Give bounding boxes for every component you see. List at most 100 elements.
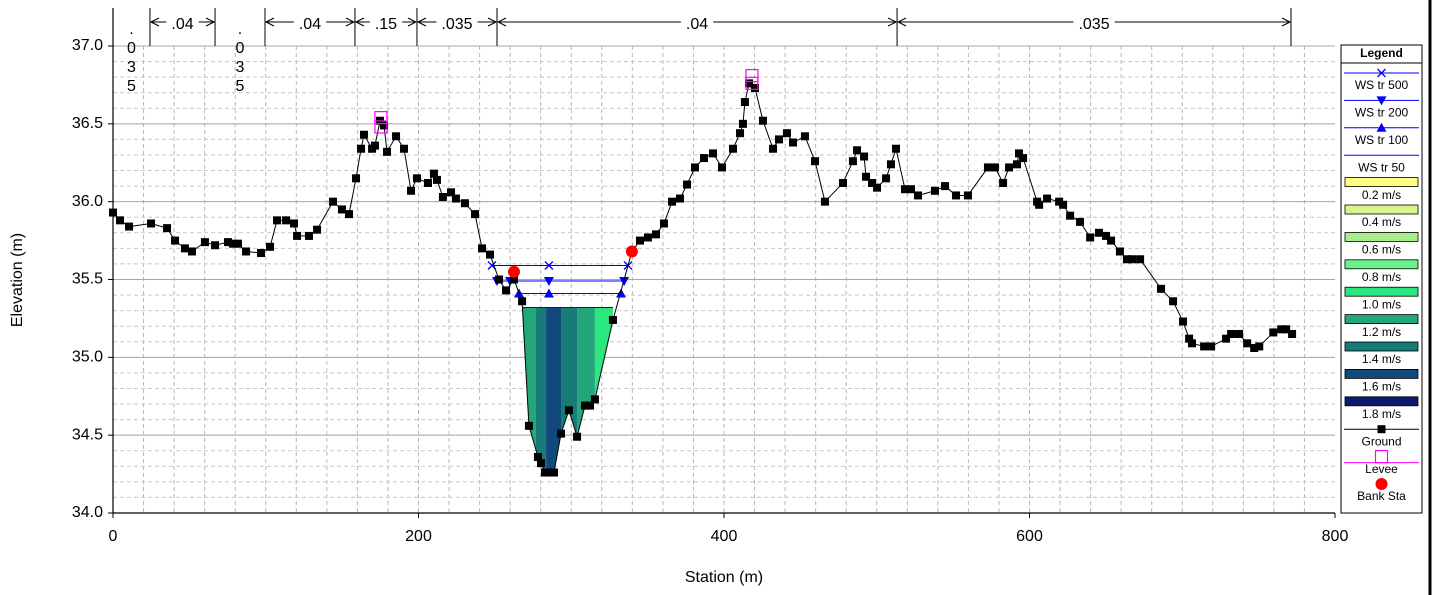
legend-label: 1.6 m/s xyxy=(1362,380,1401,394)
marker-triangle-up xyxy=(1376,122,1387,132)
marker-circle xyxy=(507,265,520,278)
legend-label: 1.4 m/s xyxy=(1362,352,1401,366)
marker-square xyxy=(266,242,275,251)
marker-square xyxy=(1179,317,1188,326)
marker-square xyxy=(1107,236,1116,245)
marker-square xyxy=(478,244,487,253)
marker-square xyxy=(580,401,589,410)
legend-swatch xyxy=(1344,177,1419,188)
marker-square xyxy=(1012,160,1021,169)
marker-square xyxy=(751,84,760,93)
marker-square xyxy=(1255,342,1264,351)
marker-square xyxy=(1127,255,1136,264)
marker-square xyxy=(273,216,282,225)
marker-square xyxy=(848,157,857,166)
legend-label: 0.8 m/s xyxy=(1362,270,1401,284)
marker-square xyxy=(524,421,533,430)
marker-square xyxy=(789,138,798,147)
y-tick-label: 36.5 xyxy=(72,115,103,132)
marker-square xyxy=(769,144,778,153)
marker-square xyxy=(586,401,595,410)
marker-square xyxy=(1014,149,1023,158)
marker-square xyxy=(1102,231,1111,240)
marker-x xyxy=(1377,68,1386,78)
marker-triangle-up xyxy=(616,288,627,298)
marker-square xyxy=(328,197,337,206)
marker-square xyxy=(337,205,346,214)
marker-square xyxy=(1243,339,1252,348)
marker-square xyxy=(758,116,767,125)
marker-triangle-down xyxy=(619,277,630,287)
marker-square xyxy=(820,197,829,206)
marker-square xyxy=(1095,228,1104,237)
marker-square xyxy=(432,175,441,184)
grid xyxy=(113,45,1335,514)
legend-label: WS tr 500 xyxy=(1355,78,1409,92)
legend-label: WS tr 50 xyxy=(1358,160,1405,174)
marker-square xyxy=(352,174,361,183)
legend: Legend WS tr 500 WS tr 200 WS tr 100 WS tr 5… xyxy=(1340,44,1423,514)
marker-square xyxy=(1277,325,1286,334)
legend-swatch xyxy=(1344,341,1419,352)
marker-open-square xyxy=(374,111,388,125)
marker-square xyxy=(1169,297,1178,306)
marker-square xyxy=(451,194,460,203)
y-tick-label: 34.5 xyxy=(72,426,103,443)
marker-square xyxy=(537,459,546,468)
legend-swatch xyxy=(1344,204,1419,215)
n-value-label: .04 xyxy=(171,16,193,33)
marker-square xyxy=(659,219,668,228)
y-tick-label: 35.5 xyxy=(72,271,103,288)
marker-square xyxy=(941,182,950,191)
marker-square xyxy=(699,154,708,163)
marker-square xyxy=(800,132,809,141)
marker-square xyxy=(1188,339,1197,348)
marker-square xyxy=(485,250,494,259)
marker-square xyxy=(125,222,134,231)
marker-square xyxy=(886,160,895,169)
marker-square xyxy=(999,178,1008,187)
legend-label: Levee xyxy=(1365,462,1398,476)
marker-square xyxy=(1122,255,1131,264)
marker-square xyxy=(494,275,503,284)
marker-circle xyxy=(1375,478,1388,490)
marker-square xyxy=(1035,200,1044,209)
marker-square xyxy=(676,194,685,203)
n-value-label: .04 xyxy=(299,16,321,33)
marker-square xyxy=(736,129,745,138)
marker-square xyxy=(399,144,408,153)
marker-square xyxy=(379,121,388,130)
marker-square xyxy=(293,231,302,240)
marker-square xyxy=(1019,154,1028,163)
legend-label: 1.2 m/s xyxy=(1362,325,1401,339)
marker-square xyxy=(211,241,220,250)
legend-label: 0.4 m/s xyxy=(1362,215,1401,229)
legend-label: Bank Sta xyxy=(1357,489,1406,503)
legend-label: 1.0 m/s xyxy=(1362,297,1401,311)
marker-square xyxy=(229,239,238,248)
marker-square xyxy=(635,236,644,245)
marker-square xyxy=(573,432,582,441)
marker-square xyxy=(233,239,242,248)
marker-square xyxy=(608,315,617,324)
marker-square xyxy=(990,163,999,172)
marker-square xyxy=(963,191,972,200)
marker-square xyxy=(187,247,196,256)
ground-line xyxy=(112,82,1293,474)
marker-square xyxy=(729,144,738,153)
marker-square xyxy=(1235,329,1244,338)
marker-square xyxy=(590,395,599,404)
n-value-label: .04 xyxy=(686,16,708,33)
y-axis-title: Elevation (m) xyxy=(9,233,26,327)
n-value-label: .035 xyxy=(441,16,472,33)
marker-square xyxy=(983,163,992,172)
marker-triangle-down xyxy=(543,277,554,287)
series xyxy=(374,68,759,134)
marker-square xyxy=(1059,200,1068,209)
marker-square xyxy=(224,238,233,247)
marker-square xyxy=(359,130,368,139)
y-tick-label: 35.0 xyxy=(72,349,103,366)
marker-square xyxy=(1269,328,1278,337)
